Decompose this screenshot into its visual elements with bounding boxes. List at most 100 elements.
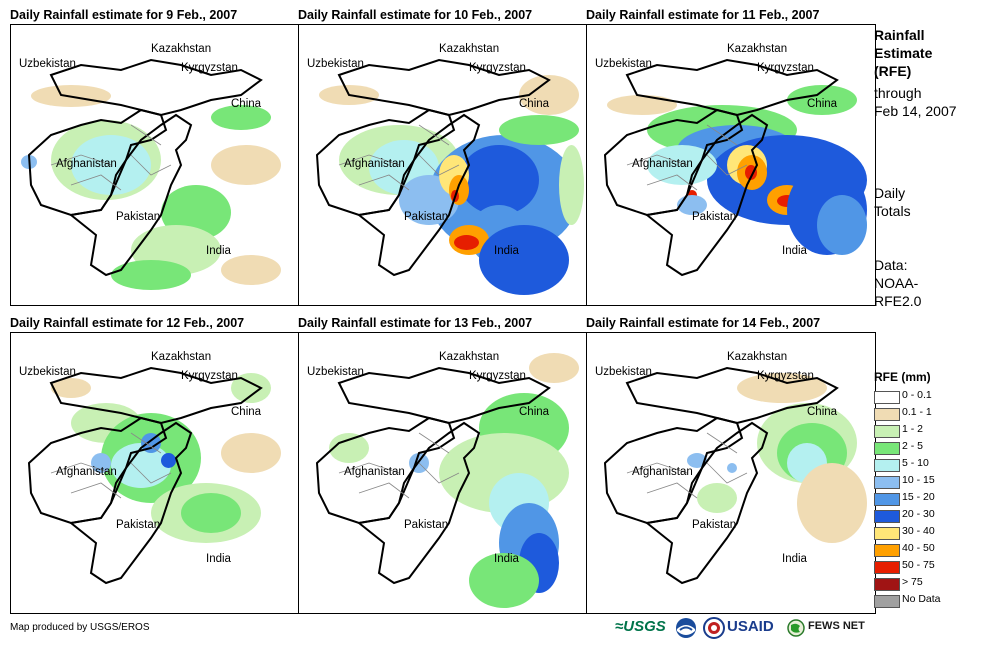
legend-swatch — [874, 561, 900, 574]
rainfall-patch — [231, 373, 271, 403]
legend-title: RFE (mm) — [874, 370, 931, 384]
panel-9-feb: Daily Rainfall estimate for 9 Feb., 2007… — [10, 8, 300, 308]
country-border — [68, 113, 193, 277]
usgs-logo-text: ≈USGS — [615, 618, 666, 635]
panel-title: Daily Rainfall estimate for 10 Feb., 200… — [298, 8, 533, 22]
country-label-india: India — [494, 245, 519, 257]
rainfall-patch — [787, 85, 857, 115]
rainfall-patch — [647, 145, 717, 185]
country-border — [603, 416, 744, 525]
country-label-uzbekistan: Uzbekistan — [307, 366, 364, 378]
admin-border — [626, 432, 748, 499]
country-border — [49, 58, 263, 117]
country-label-uzbekistan: Uzbekistan — [19, 366, 76, 378]
side-totals-line: Daily — [874, 185, 906, 201]
rainfall-patch — [111, 443, 171, 488]
admin-border — [626, 124, 748, 191]
country-label-pakistan: Pakistan — [692, 519, 737, 531]
side-data-line: NOAA- — [874, 275, 919, 291]
country-label-kazakhstan: Kazakhstan — [727, 43, 788, 55]
rainfall-map: Kazakhstan Uzbekistan Kyrgyzstan China Afgha… — [298, 24, 588, 306]
rainfall-patch — [529, 353, 579, 383]
map-canvas — [27, 366, 281, 585]
country-label-pakistan: Pakistan — [116, 211, 161, 223]
panel-11-feb: Daily Rainfall estimate for 11 Feb., 200… — [586, 8, 876, 308]
rainfall-patch — [329, 433, 369, 463]
legend-label: 30 - 40 — [902, 525, 935, 537]
country-label-india: India — [206, 553, 231, 565]
legend-swatch — [874, 578, 900, 591]
rainfall-map: Kazakhstan Uzbekistan Kyrgyzstan China Afgha… — [586, 24, 876, 306]
legend-label: 15 - 20 — [902, 491, 935, 503]
legend-label: > 75 — [902, 576, 923, 588]
legend-label: 50 - 75 — [902, 559, 935, 571]
side-subtitle-line: through — [874, 85, 922, 101]
partner-logos: ≈USGS USAID FEWS NET — [615, 617, 865, 643]
country-label-pakistan: Pakistan — [692, 211, 737, 223]
country-label-china: China — [231, 406, 262, 418]
panel-title: Daily Rainfall estimate for 12 Feb., 200… — [10, 316, 245, 330]
panel-14-feb: Daily Rainfall estimate for 14 Feb., 200… — [586, 316, 876, 616]
country-border — [356, 113, 481, 277]
rainfall-map: Kazakhstan Uzbekistan Kyrgyzstan China Afgha… — [10, 24, 300, 306]
country-label-kyrgyzstan: Kyrgyzstan — [469, 370, 526, 382]
country-label-india: India — [782, 245, 807, 257]
rainfall-patch — [469, 553, 539, 608]
legend-swatch — [874, 442, 900, 455]
country-border — [68, 421, 193, 585]
rainfall-patch — [479, 225, 569, 295]
country-label-china: China — [807, 98, 838, 110]
rainfall-patch — [697, 483, 737, 513]
side-data-line: Data: — [874, 257, 908, 273]
legend-label: 40 - 50 — [902, 542, 935, 554]
country-label-uzbekistan: Uzbekistan — [19, 58, 76, 70]
panel-title: Daily Rainfall estimate for 14 Feb., 200… — [586, 316, 821, 330]
panel-10-feb: Daily Rainfall estimate for 10 Feb., 200… — [298, 8, 588, 308]
country-border — [356, 421, 481, 585]
country-label-afghanistan: Afghanistan — [344, 466, 405, 478]
side-subtitle: through Feb 14, 2007 — [874, 84, 957, 120]
rainfall-patch — [111, 260, 191, 290]
side-subtitle-line: Feb 14, 2007 — [874, 103, 957, 119]
usaid-logo-text: USAID — [727, 618, 774, 635]
map-canvas — [603, 58, 867, 277]
side-totals: Daily Totals — [874, 184, 911, 220]
rainfall-patch — [221, 433, 281, 473]
country-border — [337, 58, 551, 117]
rainfall-patch — [161, 453, 176, 468]
admin-border — [50, 124, 172, 191]
rainfall-patch — [519, 75, 579, 115]
legend-swatch — [874, 391, 900, 404]
country-border — [603, 108, 744, 217]
seal-icon — [703, 617, 725, 639]
country-label-pakistan: Pakistan — [404, 211, 449, 223]
legend-swatch — [874, 425, 900, 438]
rainfall-patch — [459, 145, 539, 215]
country-label-uzbekistan: Uzbekistan — [595, 366, 652, 378]
legend-label: 0 - 0.1 — [902, 389, 932, 401]
country-label-kazakhstan: Kazakhstan — [439, 351, 500, 363]
rainfall-patch — [745, 165, 757, 180]
usgs-logo: ≈USGS — [615, 617, 675, 643]
rainfall-patch — [211, 145, 281, 185]
legend-swatch — [874, 595, 900, 608]
country-border — [49, 366, 263, 425]
fews-logo-text: FEWS NET — [808, 620, 865, 632]
legend-label: 10 - 15 — [902, 474, 935, 486]
map-canvas — [603, 366, 867, 585]
country-label-afghanistan: Afghanistan — [344, 158, 405, 170]
country-label-kyrgyzstan: Kyrgyzstan — [181, 62, 238, 74]
rainfall-patch — [687, 453, 707, 468]
country-border — [315, 416, 456, 525]
panel-title: Daily Rainfall estimate for 13 Feb., 200… — [298, 316, 533, 330]
panel-title: Daily Rainfall estimate for 11 Feb., 200… — [586, 8, 820, 22]
legend-swatch — [874, 459, 900, 472]
legend-swatch — [874, 493, 900, 506]
country-label-kazakhstan: Kazakhstan — [727, 351, 788, 363]
side-data-line: RFE2.0 — [874, 293, 922, 309]
rainfall-patch — [181, 493, 241, 533]
rainfall-patch — [607, 95, 677, 115]
rainfall-patch — [454, 235, 479, 250]
map-canvas — [21, 58, 281, 290]
country-label-afghanistan: Afghanistan — [56, 158, 117, 170]
